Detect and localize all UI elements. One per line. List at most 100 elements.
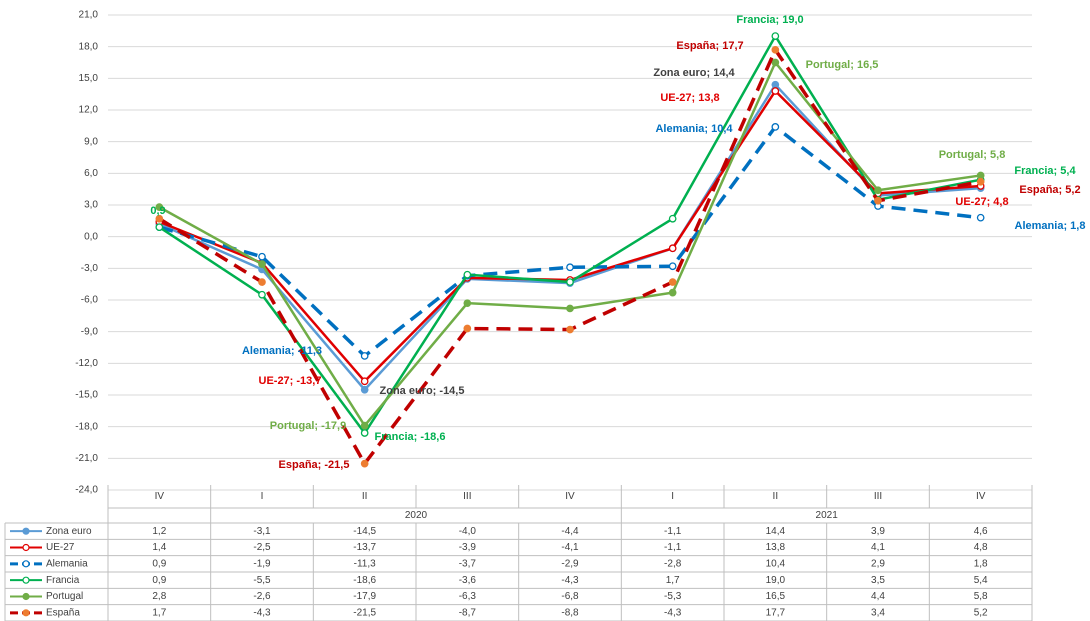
- y-tick-label: 6,0: [84, 168, 98, 179]
- series-line: [158, 60, 981, 428]
- y-tick-label: 18,0: [79, 41, 99, 52]
- table-cell: 0,9: [152, 575, 166, 586]
- table-cell: 17,7: [766, 607, 786, 618]
- table-cell: -6,8: [561, 591, 579, 602]
- table-cell: -3,9: [459, 542, 477, 553]
- y-tick-label: -18,0: [75, 421, 98, 432]
- table-cell: 3,4: [871, 607, 885, 618]
- table-cell: -4,3: [253, 607, 271, 618]
- legend-marker: [22, 560, 30, 568]
- point: [976, 171, 985, 180]
- y-tick-label: -12,0: [75, 358, 98, 369]
- table-cell: 1,7: [666, 575, 680, 586]
- point: [874, 186, 882, 195]
- table-cell: 2,8: [152, 591, 166, 602]
- table-cell: 5,8: [974, 591, 988, 602]
- point: [155, 203, 164, 211]
- table-cell: -13,7: [353, 542, 376, 553]
- data-annotation: Portugal; -17,9: [270, 420, 346, 432]
- legend-label: UE-27: [46, 542, 75, 553]
- series-line: [158, 89, 981, 384]
- data-annotation: Alemania; 10,4: [655, 123, 733, 135]
- table-cell: 4,1: [871, 542, 885, 553]
- table-cell: -5,5: [253, 575, 271, 586]
- point: [155, 223, 164, 232]
- point: [771, 45, 780, 54]
- series-line: [158, 46, 981, 467]
- table-cell: -11,3: [354, 558, 376, 569]
- table-cell: -5,3: [664, 591, 682, 602]
- legend-label: Alemania: [46, 558, 88, 569]
- point: [771, 123, 780, 131]
- table-cell: 5,2: [974, 607, 988, 618]
- x-tick-label: I: [671, 491, 674, 502]
- series-line: [158, 33, 981, 436]
- legend-label: España: [46, 607, 80, 618]
- point: [258, 252, 266, 261]
- x-tick-label: II: [773, 491, 779, 502]
- point: [463, 299, 472, 308]
- point: [668, 278, 677, 286]
- table-cell: -8,7: [459, 607, 477, 618]
- table-cell: 13,8: [766, 542, 786, 553]
- table-cell: -18,6: [353, 575, 376, 586]
- data-annotation: España; -21,5: [279, 459, 350, 471]
- y-tick-label: -3,0: [81, 263, 99, 274]
- point: [360, 385, 369, 394]
- table-cell: 14,4: [766, 526, 786, 537]
- y-tick-label: -24,0: [75, 485, 98, 496]
- point: [463, 270, 472, 279]
- table-cell: 4,4: [871, 591, 885, 602]
- table-cell: -21,5: [353, 607, 376, 618]
- table-cell: 4,8: [974, 542, 988, 553]
- data-annotation: UE-27; 4,8: [955, 196, 1008, 208]
- point: [360, 429, 369, 437]
- table-cell: -1,1: [664, 526, 682, 537]
- y-tick-label: 15,0: [79, 73, 99, 84]
- point: [668, 288, 677, 297]
- year-label: 2020: [405, 510, 428, 521]
- table-cell: 1,8: [974, 558, 988, 569]
- point: [771, 58, 780, 67]
- series-line: [158, 124, 981, 359]
- table-cell: 19,0: [766, 575, 786, 586]
- table-cell: -4,1: [561, 542, 579, 553]
- point: [258, 260, 266, 268]
- legend-marker: [22, 576, 30, 584]
- data-annotation: Zona euro; 14,4: [653, 67, 735, 79]
- table-cell: -8,8: [561, 607, 579, 618]
- legend-label: Zona euro: [46, 526, 92, 537]
- data-annotation: Francia; 19,0: [736, 14, 803, 26]
- x-tick-label: III: [874, 491, 882, 502]
- table-cell: -17,9: [353, 591, 376, 602]
- x-tick-label: IV: [565, 491, 575, 502]
- table-cell: 1,7: [152, 607, 166, 618]
- table-cell: 2,9: [871, 558, 885, 569]
- point: [566, 263, 574, 272]
- data-annotation: Alemania; -11,3: [242, 345, 322, 357]
- table-cell: -2,6: [253, 591, 271, 602]
- point: [566, 278, 574, 286]
- point: [566, 304, 574, 313]
- y-tick-label: 3,0: [84, 200, 98, 211]
- table-cell: -4,0: [459, 526, 477, 537]
- point: [258, 290, 266, 299]
- x-tick-label: III: [463, 491, 471, 502]
- data-annotation: Zona euro; -14,5: [380, 385, 465, 397]
- table-cell: 5,4: [974, 575, 988, 586]
- y-tick-label: 9,0: [84, 136, 98, 147]
- x-tick-label: II: [362, 491, 368, 502]
- table-cell: -2,9: [561, 558, 579, 569]
- point: [360, 377, 369, 386]
- point: [668, 214, 677, 223]
- table-cell: -2,5: [253, 542, 271, 553]
- legend-marker: [22, 527, 30, 535]
- table-cell: 1,2: [152, 526, 166, 537]
- x-tick-label: IV: [155, 491, 165, 502]
- x-tick-label: I: [261, 491, 264, 502]
- y-tick-label: 12,0: [79, 105, 99, 116]
- y-tick-label: -6,0: [81, 295, 99, 306]
- data-annotation: Portugal; 16,5: [806, 59, 879, 71]
- point: [771, 32, 780, 40]
- data-annotation: Francia; 5,4: [1014, 165, 1076, 177]
